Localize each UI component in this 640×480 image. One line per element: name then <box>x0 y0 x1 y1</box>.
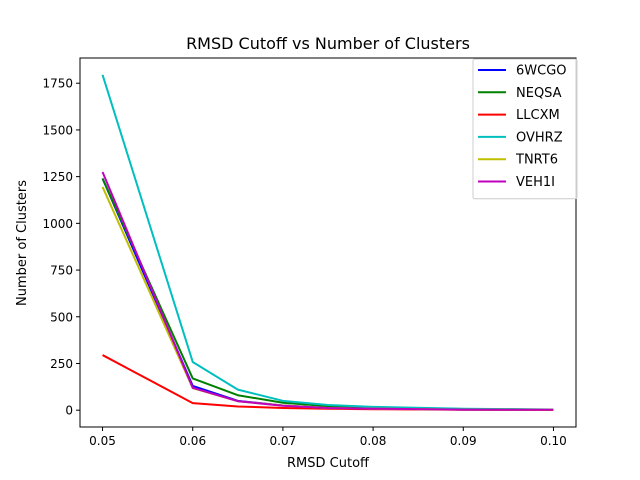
y-axis-label: Number of Clusters <box>15 180 30 306</box>
y-tick-label: 1750 <box>42 77 73 91</box>
y-tick-label: 750 <box>50 264 73 278</box>
x-tick-label: 0.06 <box>179 434 206 448</box>
y-tick-label: 1250 <box>42 170 73 184</box>
legend-box <box>472 58 578 200</box>
legend-label-6wcgo: 6WCGO <box>516 64 567 79</box>
y-tick-label: 1000 <box>42 217 73 231</box>
x-tick-label: 0.10 <box>540 434 567 448</box>
series-line-ovhrz <box>101 74 554 411</box>
x-tick-label: 0.07 <box>270 434 297 448</box>
legend-label-neqsa: NEQSA <box>516 86 562 101</box>
x-tick-label: 0.08 <box>360 434 387 448</box>
y-axis: 0 250 500 750 1000 1250 1500 1750 <box>42 77 80 418</box>
legend-label-tnrt6: TNRT6 <box>515 153 558 168</box>
x-tick-label: 0.05 <box>89 434 116 448</box>
x-axis: 0.05 0.06 0.07 0.08 0.09 0.10 <box>89 427 567 448</box>
legend: 6WCGO NEQSA LLCXM OVHRZ TNRT6 VEH1I <box>472 58 578 200</box>
y-tick-label: 0 <box>65 404 73 418</box>
series-layer <box>101 74 554 411</box>
y-tick-label: 250 <box>50 357 73 371</box>
plot-area-frame <box>79 57 577 428</box>
x-axis-label: RMSD Cutoff <box>287 456 370 471</box>
series-line-veh1i <box>101 171 554 411</box>
legend-label-ovhrz: OVHRZ <box>516 130 563 145</box>
y-tick-label: 1500 <box>42 123 73 137</box>
y-tick-label: 500 <box>50 310 73 324</box>
legend-label-veh1i: VEH1I <box>516 175 555 190</box>
chart-title: RMSD Cutoff vs Number of Clusters <box>186 34 470 53</box>
legend-label-llcxm: LLCXM <box>516 108 560 123</box>
x-tick-label: 0.09 <box>450 434 477 448</box>
